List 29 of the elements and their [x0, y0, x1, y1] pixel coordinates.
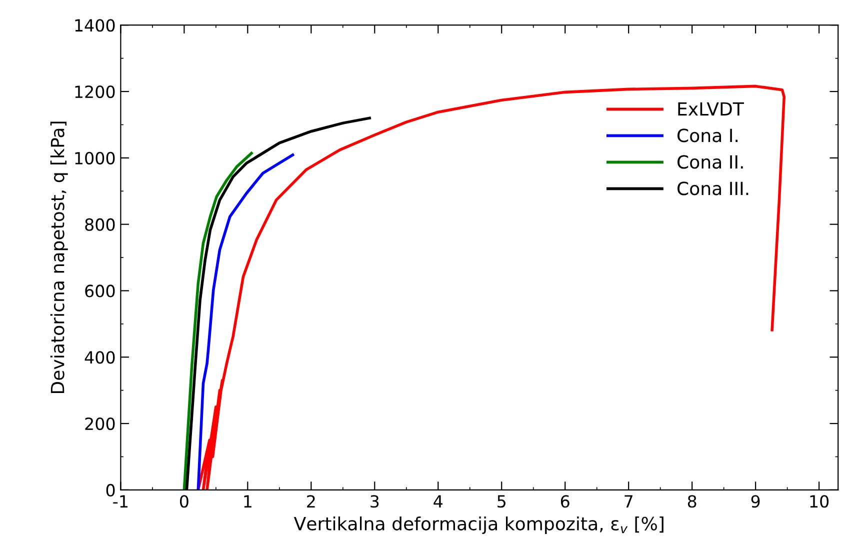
- y-tick-label: 0: [106, 484, 115, 496]
- line-series: [182, 152, 253, 490]
- y-tick-label: 1000: [75, 152, 115, 164]
- x-tick-label: 5: [498, 495, 506, 508]
- line-series: [196, 154, 294, 490]
- y-axis-title: Deviatoricna napetost, q [kPa]: [50, 122, 68, 394]
- legend-label: Cona III.: [677, 182, 748, 196]
- x-tick-label: 2: [307, 495, 315, 508]
- legend-label: Cona I.: [677, 128, 738, 142]
- x-tick-label: 4: [434, 495, 442, 508]
- x-tick-label: 7: [624, 495, 632, 508]
- x-tick-label: 1: [244, 495, 252, 508]
- legend-label: ExLVDT: [678, 102, 744, 116]
- x-tick-label: 6: [560, 495, 570, 508]
- y-tick-label: 1400: [75, 19, 115, 32]
- y-tick-label: 400: [84, 351, 115, 364]
- x-axis-title: Vertikalna deformacija kompozita, ε$_{v}$ [%]: [294, 516, 664, 534]
- x-tick-label: 3: [370, 495, 379, 508]
- y-tick-label: 1200: [75, 85, 115, 98]
- legend-label: Cona II.: [677, 155, 743, 169]
- x-tick-label: -1: [113, 495, 128, 508]
- line-series: [196, 84, 786, 490]
- x-tick-label: 0: [180, 495, 188, 508]
- x-tick-label: 9: [751, 495, 760, 508]
- x-tick-label: 8: [688, 495, 696, 508]
- y-tick-label: 200: [85, 417, 115, 430]
- y-tick-label: 800: [85, 218, 115, 231]
- y-tick-label: 600: [85, 284, 115, 298]
- x-tick-label: 10: [810, 495, 829, 508]
